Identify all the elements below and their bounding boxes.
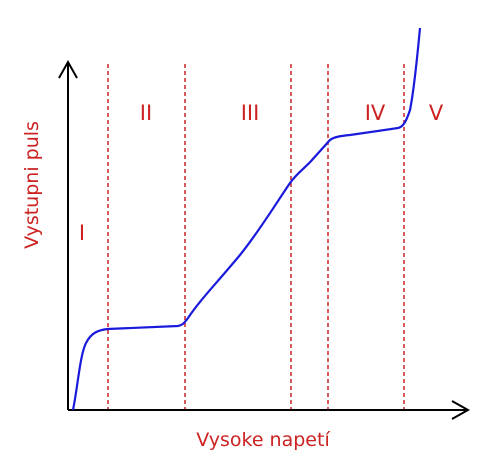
region-label: I bbox=[79, 221, 85, 245]
x-arrow bbox=[451, 400, 471, 420]
axes bbox=[58, 59, 471, 420]
region-label: III bbox=[241, 101, 260, 125]
dividers bbox=[107, 64, 405, 410]
region-label: II bbox=[140, 101, 152, 125]
region-label: V bbox=[429, 101, 444, 125]
region-label: IV bbox=[365, 101, 386, 125]
y-axis-label: Vystupni puls bbox=[21, 121, 43, 249]
x-axis-label: Vysoke napetí bbox=[196, 429, 330, 451]
y-arrow bbox=[58, 59, 78, 79]
curve bbox=[71, 27, 422, 411]
